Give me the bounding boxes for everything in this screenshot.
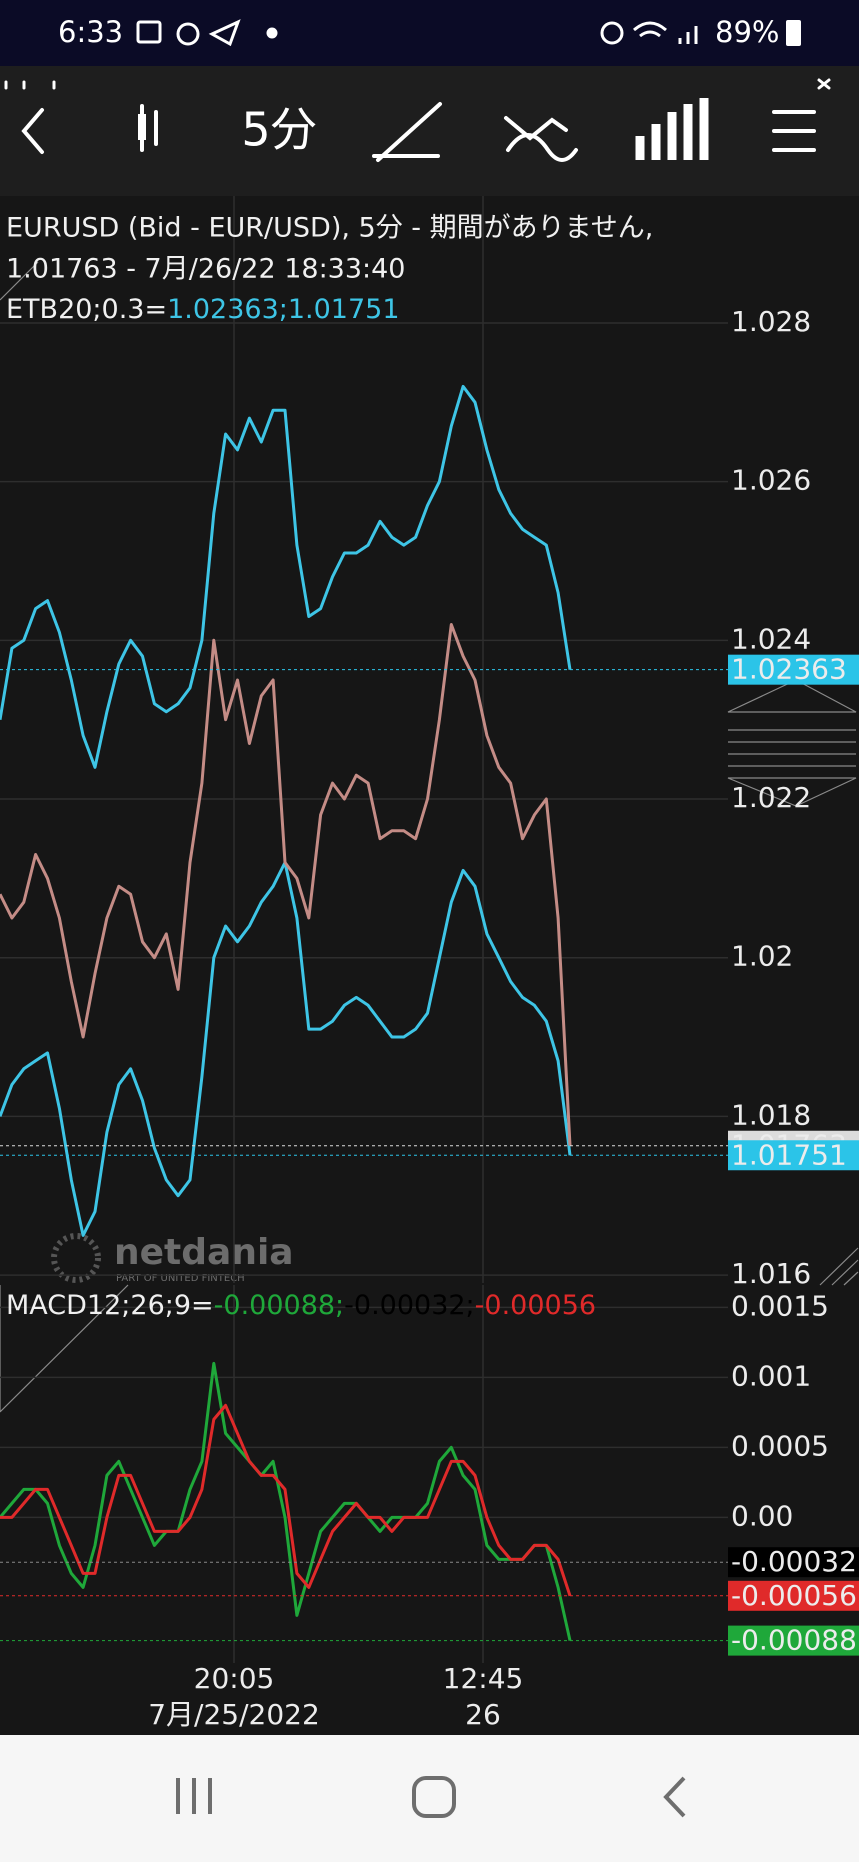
last-value-box xyxy=(728,1547,859,1578)
status-bar xyxy=(0,0,859,66)
watermark-brand: netdania xyxy=(114,1232,294,1273)
nav-back-button[interactable] xyxy=(663,1776,686,1818)
chart-area xyxy=(0,196,859,1735)
back-button[interactable] xyxy=(21,108,44,154)
battery-level: 89% xyxy=(715,15,779,49)
x-tick-date: 7月/25/2022 xyxy=(148,1698,320,1731)
chart-title: EURUSD (Bid - EUR/USD), 5分 - 期間がありません, xyxy=(6,213,653,244)
clock: 6:33 xyxy=(58,15,123,49)
last-value-label: -0.00032 xyxy=(731,1545,857,1578)
y-tick-label: 1.026 xyxy=(731,464,811,497)
y-tick-label: 0.0015 xyxy=(731,1289,829,1322)
last-value-label: -0.00056 xyxy=(731,1579,857,1612)
last-value-box xyxy=(728,654,859,685)
y-tick-label: 1.028 xyxy=(731,305,811,338)
y-tick-label: 1.016 xyxy=(731,1257,811,1290)
y-tick-label: 1.02 xyxy=(731,940,793,973)
legend-text: 1.02363;1.01751 xyxy=(167,294,399,325)
watermark: netdania PART OF UNITED FINTECH xyxy=(51,1232,294,1284)
y-tick-label: 1.024 xyxy=(731,622,811,655)
last-value-label: -0.00088 xyxy=(731,1624,857,1657)
x-tick-time: 20:05 xyxy=(194,1662,275,1695)
chart-subtitle: 1.01763 - 7月/26/22 18:33:40 xyxy=(6,254,406,285)
last-value-label: 1.01751 xyxy=(731,1138,847,1171)
last-value-box xyxy=(728,1580,859,1611)
studies-button[interactable] xyxy=(635,98,709,160)
x-tick-time: 12:45 xyxy=(443,1662,524,1695)
legend-text: MACD12;26;9= xyxy=(6,1290,214,1321)
series-line xyxy=(0,623,572,1146)
x-tick-date: 26 xyxy=(465,1698,501,1731)
y-tick-label: 1.022 xyxy=(731,781,811,814)
indicator-button[interactable] xyxy=(504,116,578,162)
y-tick-label: 0.001 xyxy=(731,1359,811,1392)
toolbar xyxy=(0,66,859,196)
series-line xyxy=(0,384,572,769)
plots: 1.028 1.026 1.024 1.022 1.02 1.018 1.016 1.0236… xyxy=(0,196,859,1731)
series-line xyxy=(0,1403,572,1597)
decorations xyxy=(0,261,859,1413)
home-button[interactable] xyxy=(412,1776,456,1818)
battery-icon xyxy=(786,20,801,46)
legend-text: ETB20;0.3= xyxy=(6,294,167,325)
nav-icons xyxy=(176,1776,686,1818)
recents-button[interactable] xyxy=(176,1778,212,1814)
y-tick-label: 0.00 xyxy=(731,1499,793,1532)
menu-button[interactable] xyxy=(772,110,816,152)
watermark-tagline: PART OF UNITED FINTECH xyxy=(116,1273,245,1284)
nav-bar xyxy=(0,1735,859,1862)
indicator-legend: ETB20;0.3=1.02363;1.01751 xyxy=(6,294,400,325)
last-value-box xyxy=(728,1625,859,1656)
drawing-button[interactable] xyxy=(372,102,442,162)
legend-text: -0.00032; xyxy=(344,1290,475,1321)
y-tick-label: 1.018 xyxy=(731,1098,811,1131)
legend-text: -0.00088; xyxy=(214,1290,345,1321)
y-tick-label: 0.0005 xyxy=(731,1429,829,1462)
indicator-legend: MACD12;26;9=-0.00088;-0.00032;-0.00056 xyxy=(6,1290,596,1321)
status-icons xyxy=(136,19,698,47)
legend-text: -0.00056 xyxy=(475,1290,596,1321)
close-button[interactable] xyxy=(817,78,831,90)
series-line xyxy=(0,1361,572,1641)
interval-button[interactable]: 5分 xyxy=(241,103,316,157)
toolbar-icons xyxy=(4,78,831,162)
last-value-box xyxy=(728,1140,859,1171)
last-value-label: 1.02363 xyxy=(731,653,847,686)
